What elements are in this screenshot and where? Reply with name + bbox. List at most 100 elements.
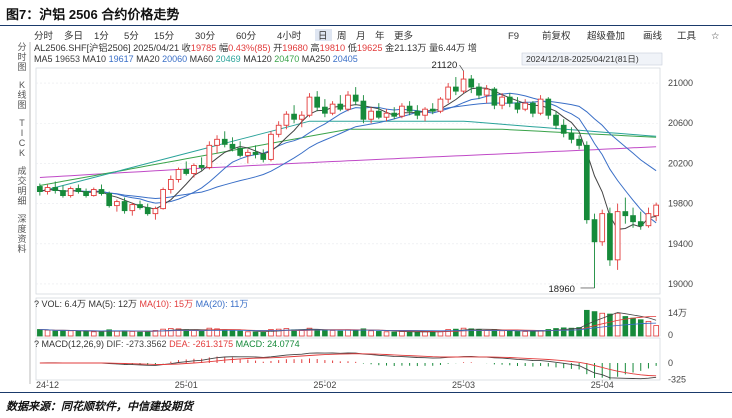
- candle-body: [245, 151, 251, 156]
- period-tab[interactable]: 年: [375, 30, 385, 42]
- side-tab-char[interactable]: T: [19, 118, 25, 128]
- volume-bar: [90, 331, 97, 337]
- side-tab-char[interactable]: 细: [17, 195, 26, 206]
- quote-info-part: 增: [465, 42, 477, 53]
- side-tab-char[interactable]: 明: [17, 186, 26, 196]
- candle-body: [514, 102, 521, 110]
- candle-body: [175, 168, 182, 180]
- side-tab-char[interactable]: 深: [17, 214, 26, 224]
- side-tab-char[interactable]: 成: [17, 165, 26, 176]
- volume-bar: [237, 330, 243, 337]
- side-tab-char[interactable]: I: [21, 128, 24, 138]
- period-tab[interactable]: 4小时: [277, 30, 302, 42]
- volume-bar: [67, 330, 74, 337]
- toolbar-item[interactable]: 前复权: [542, 30, 571, 42]
- toolbar-item[interactable]: 超级叠加: [587, 30, 625, 42]
- candle-body: [630, 215, 636, 223]
- volume-bar: [144, 330, 151, 337]
- volume-bar: [229, 330, 236, 337]
- period-tab[interactable]: 15分: [154, 31, 175, 42]
- macd-tick-label: 0: [668, 358, 673, 368]
- side-tab-char[interactable]: 时: [17, 51, 26, 62]
- ma250-line: [39, 146, 657, 178]
- side-tab-char[interactable]: 料: [17, 243, 26, 254]
- price-panel-frame: [35, 67, 661, 295]
- ma-legend-value: 19617: [109, 54, 134, 64]
- volume-bar: [422, 331, 428, 337]
- period-tab[interactable]: 月: [356, 31, 366, 42]
- side-tab-char[interactable]: K: [19, 80, 25, 90]
- volume-bar: [653, 325, 659, 337]
- side-tab-char[interactable]: 分: [17, 42, 26, 52]
- toolbar-item[interactable]: 画线: [643, 30, 663, 42]
- candle-body: [237, 147, 243, 156]
- quote-info-part: 幅: [216, 42, 228, 53]
- chart-frame: 分时 多日 1分 5分 15分 30分 60分 4小时日周月年更多 F9 前复权 超级叠加 画线 工具…: [0, 28, 732, 390]
- side-tab-char[interactable]: 线: [17, 89, 26, 100]
- period-tab[interactable]: 更多: [394, 30, 413, 42]
- period-tab[interactable]: 30分: [195, 31, 216, 42]
- toolbar-item[interactable]: 工具: [677, 31, 697, 42]
- macd-panel-frame: [35, 337, 661, 381]
- volume-bar: [376, 331, 382, 337]
- volume-bar: [252, 331, 259, 337]
- volume-bar: [506, 330, 513, 337]
- ma60-line: [39, 120, 657, 192]
- volume-bar: [152, 330, 159, 337]
- candle-body: [114, 201, 120, 207]
- volume-bar: [283, 328, 290, 337]
- volume-bar: [44, 329, 51, 337]
- side-tab-char[interactable]: 资: [17, 234, 26, 244]
- candle-body: [599, 213, 606, 243]
- side-tab-char[interactable]: K: [19, 148, 25, 158]
- macd-tick-label: -325: [668, 374, 686, 384]
- volume-bar: [637, 319, 644, 337]
- candle-body: [483, 88, 490, 96]
- period-tab[interactable]: 多日: [64, 30, 83, 42]
- candle-body: [52, 187, 59, 191]
- period-tab[interactable]: 日: [318, 31, 328, 42]
- ma-legend-label: MA5: [34, 54, 55, 64]
- volume-bar: [75, 331, 82, 337]
- side-tab-char[interactable]: 度: [17, 223, 26, 234]
- candle-body: [137, 204, 143, 209]
- volume-bar: [183, 329, 190, 337]
- candle-body: [106, 193, 113, 207]
- quote-info-line: AL2506.SHF[沪铝2506] 2025/04/21 收19785 幅0.…: [34, 42, 477, 53]
- period-tab[interactable]: 1分: [94, 31, 109, 42]
- side-tab-char[interactable]: 图: [17, 100, 26, 110]
- quote-info-part: 21.13万: [394, 43, 426, 53]
- candle-body: [422, 108, 428, 116]
- candle-body: [268, 133, 274, 160]
- period-tab[interactable]: 5分: [124, 31, 139, 42]
- candle-body: [60, 190, 66, 197]
- volume-bar: [168, 328, 174, 337]
- candle-body: [291, 113, 297, 120]
- candle-body: [206, 144, 213, 168]
- volume-bar: [268, 329, 274, 337]
- candle-body: [275, 124, 282, 135]
- period-tab[interactable]: 分时: [34, 30, 54, 42]
- volume-bar: [568, 327, 575, 337]
- side-tab-char[interactable]: 交: [17, 175, 26, 186]
- side-tab-char[interactable]: C: [19, 138, 26, 148]
- price-tick-label: 20200: [668, 158, 693, 168]
- candle-body: [83, 191, 89, 197]
- volume-bar: [191, 330, 197, 337]
- ma-legend-text: MA5 19653 MA10 19617 MA20 20060 MA60 204…: [34, 54, 358, 64]
- candle-body: [129, 204, 136, 212]
- volume-bar: [399, 331, 405, 337]
- x-tick-label: 25-04: [591, 380, 614, 390]
- candle-body: [337, 103, 344, 110]
- side-tab-char[interactable]: 图: [17, 62, 26, 72]
- candle-body: [614, 211, 621, 261]
- volume-bar: [553, 328, 559, 337]
- period-tab[interactable]: 60分: [236, 31, 257, 42]
- toolbar-item[interactable]: ☆: [711, 31, 720, 42]
- candle-body: [368, 110, 374, 120]
- ma-legend-value: 19653: [55, 54, 80, 64]
- x-tick-label: 25-03: [452, 380, 475, 390]
- ma-legend-label: MA20: [134, 54, 163, 64]
- period-tab[interactable]: 周: [337, 31, 347, 42]
- toolbar-item[interactable]: F9: [508, 31, 519, 42]
